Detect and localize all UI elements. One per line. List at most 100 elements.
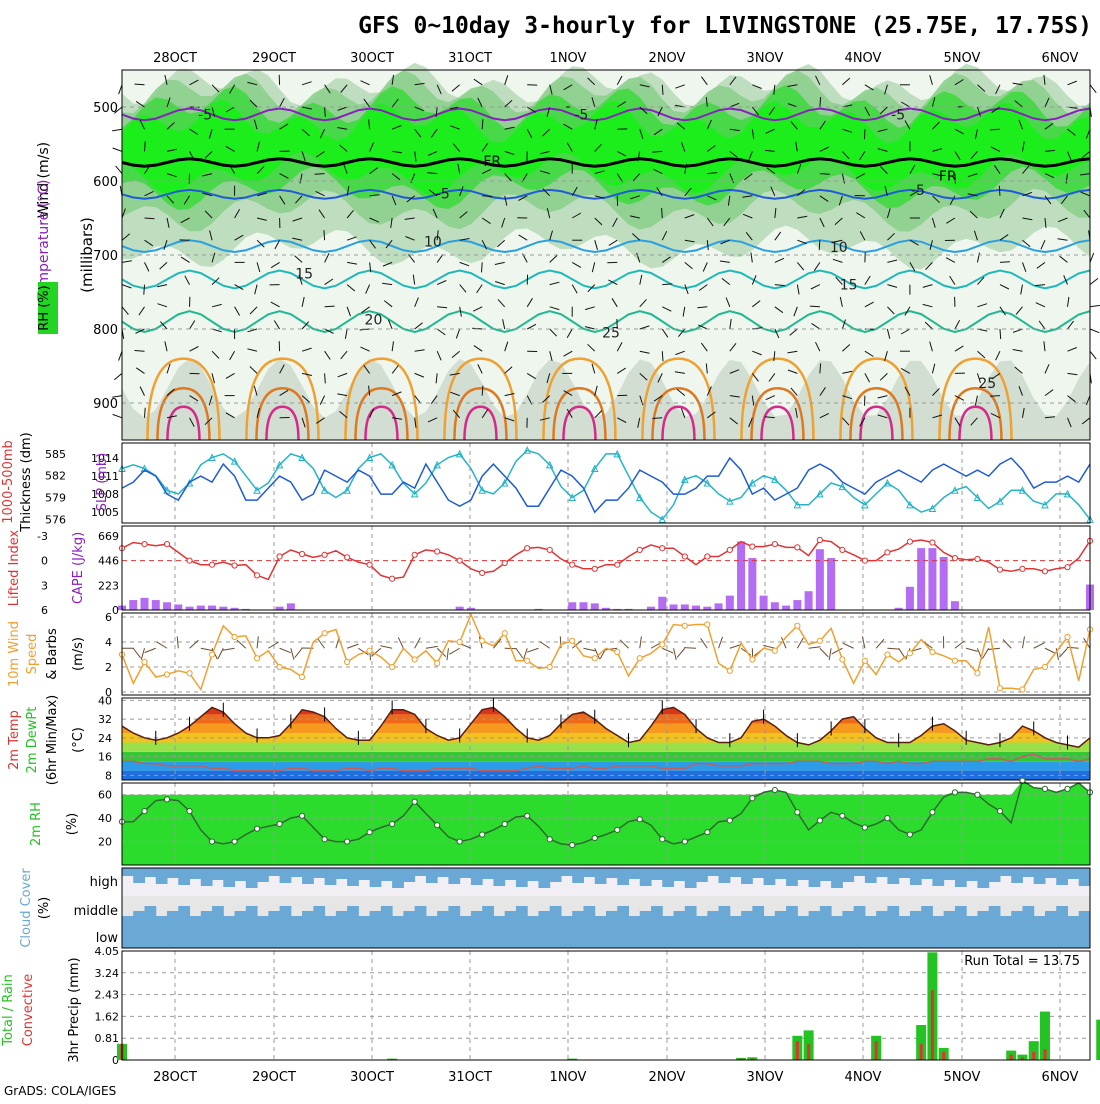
wind-barb xyxy=(145,141,146,151)
wind-speed-line-point xyxy=(1042,664,1047,669)
cloud-high-bar xyxy=(257,868,269,882)
temp-band xyxy=(122,761,1090,770)
cloud-mid-bar xyxy=(403,911,415,922)
rh-line-point xyxy=(322,837,327,842)
cloud-mid-bar xyxy=(764,916,776,922)
cloud-mid-bar xyxy=(516,906,528,922)
cloud-high-bar xyxy=(223,868,235,887)
cloud-low-bar xyxy=(257,922,269,948)
cloud-high-bar xyxy=(538,868,550,888)
cloud-low-bar xyxy=(336,922,348,948)
date-label-bottom: 29OCT xyxy=(252,1070,296,1085)
cloud-low-bar xyxy=(302,922,314,948)
cloud-mid-bar xyxy=(674,911,686,922)
precip-tick-label: 1.62 xyxy=(95,1010,120,1023)
lifted-index-line-point xyxy=(547,547,552,552)
lifted-index-line-point xyxy=(592,566,597,571)
cloud-high-bar xyxy=(572,868,584,883)
isotherm-label: 10 xyxy=(830,240,848,256)
cloud-high-bar xyxy=(325,868,337,885)
cloud-mid-bar xyxy=(977,911,989,922)
isotherm-label: FR xyxy=(483,154,501,170)
cloud-high-bar xyxy=(190,868,202,879)
cloud-high-bar xyxy=(403,868,415,882)
lifted-index-line-point xyxy=(435,549,440,554)
lifted-index-line-point xyxy=(367,562,372,567)
cloud-high-bar xyxy=(313,868,325,878)
precip-conv-ylabel: Convective xyxy=(21,974,36,1047)
cloud-low-bar xyxy=(572,922,584,948)
cloud-low-label: low xyxy=(96,931,119,946)
cloud-mid-bar xyxy=(617,906,629,922)
cloud-high-bar xyxy=(527,868,539,881)
wind-barb xyxy=(1090,329,1099,333)
cloud-high-bar xyxy=(887,868,899,884)
lifted-index-line-point xyxy=(570,562,575,567)
wind-unit-ylabel: (m/s) xyxy=(71,637,86,671)
cloud-low-bar xyxy=(493,922,505,948)
cloud-low-bar xyxy=(842,922,854,948)
rh-line-point xyxy=(885,816,890,821)
date-label-bottom: 5NOV xyxy=(944,1070,981,1085)
rh-line-point xyxy=(930,810,935,815)
temp-tick-label: 16 xyxy=(98,751,112,764)
precip-tick-label: 2.43 xyxy=(95,989,120,1002)
cloud-low-bar xyxy=(122,922,134,948)
cloud-low-bar xyxy=(854,922,866,948)
convective-bar xyxy=(807,1044,810,1060)
cloud-high-bar xyxy=(617,868,629,885)
cloud-low-bar xyxy=(876,922,888,948)
date-label-bottom: 1NOV xyxy=(550,1070,587,1085)
wind-speed-line-point xyxy=(570,638,575,643)
cape-bar xyxy=(951,601,959,610)
cloud-high-bar xyxy=(775,868,787,879)
convective-bar xyxy=(1043,1049,1046,1060)
surface-wind-barb xyxy=(1003,640,1011,649)
lifted-index-line-point xyxy=(840,547,845,552)
rh-line-point xyxy=(1065,786,1070,791)
cloud-mid-bar xyxy=(797,916,809,922)
rh-line-point xyxy=(390,821,395,826)
wind-tick-label: 2 xyxy=(105,661,112,674)
wind-barb xyxy=(810,306,820,307)
cloud-high-bar xyxy=(707,868,719,876)
cloud-low-bar xyxy=(674,922,686,948)
surface-wind-barb xyxy=(449,648,459,654)
cloud-high-bar xyxy=(966,868,978,881)
lifted-index-line-point xyxy=(615,562,620,567)
rh-line-point xyxy=(412,799,417,804)
rh-line-point xyxy=(637,817,642,822)
cloud-low-bar xyxy=(617,922,629,948)
lifted-index-line-point xyxy=(322,552,327,557)
cloud-mid-bar xyxy=(629,916,641,922)
cape-bar xyxy=(726,596,734,610)
cloud-low-bar xyxy=(313,922,325,948)
cloud-high-bar xyxy=(842,868,854,882)
cloud-high-bar xyxy=(1067,868,1079,879)
cloud-low-bar xyxy=(550,922,562,948)
wind-speed-line-point xyxy=(952,658,957,663)
cloud-high-bar xyxy=(989,868,1001,882)
cloud-low-bar xyxy=(887,922,899,948)
cloud-mid-bar xyxy=(1022,906,1034,922)
surface-wind-barb xyxy=(719,637,723,648)
wind-speed-line-point xyxy=(795,623,800,628)
lifted-index-line-point xyxy=(299,551,304,556)
cape-bar xyxy=(591,603,599,610)
lifted-index-line-point xyxy=(277,554,282,559)
wind-speed-line-point xyxy=(930,649,935,654)
cape-ylabel: CAPE (J/kg) xyxy=(71,532,86,604)
cloud-high-bar xyxy=(347,868,359,886)
cloud-low-bar xyxy=(685,922,697,948)
cloud-high-bar xyxy=(932,868,944,886)
lifted-index-line-point xyxy=(1020,566,1025,571)
cloud-high-bar xyxy=(685,868,697,888)
cloud-mid-bar xyxy=(944,911,956,922)
wind-barb xyxy=(1090,351,1096,359)
cloud-mid-bar xyxy=(212,906,224,922)
wind-barb xyxy=(119,351,122,360)
cloud-high-bar xyxy=(336,868,348,879)
wind-speed-line-point xyxy=(817,638,822,643)
cloud-high-bar xyxy=(696,868,708,882)
cloud-high-label: high xyxy=(90,875,118,890)
